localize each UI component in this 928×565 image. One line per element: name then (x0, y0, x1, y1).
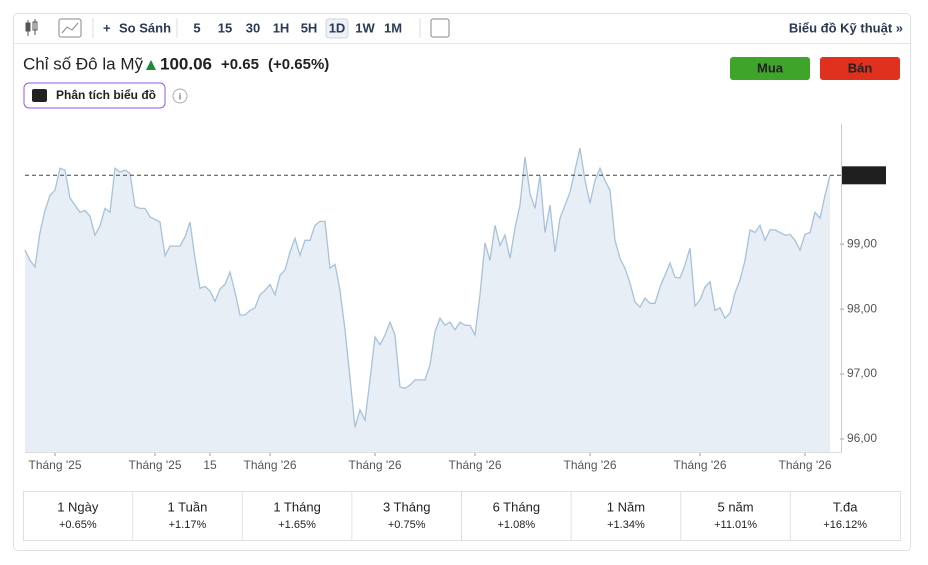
up-arrow (146, 60, 156, 70)
area-icon[interactable] (58, 18, 82, 38)
interval-button[interactable]: 5 (193, 20, 200, 35)
performance-change: +1.08% (498, 519, 536, 531)
x-tick-label: Tháng '26 (779, 458, 832, 472)
x-tick-label: Tháng '25 (29, 458, 82, 472)
instrument-title: Chỉ số Đô la Mỹ (23, 54, 143, 73)
price-change-percent: (+0.65%) (268, 56, 329, 73)
interval-button[interactable]: 1M (384, 20, 402, 35)
y-tick-label: 98,00 (847, 301, 877, 315)
buy-button[interactable] (730, 57, 810, 80)
price: 100.06 (160, 54, 212, 73)
compare-button[interactable]: So Sánh (119, 20, 171, 35)
performance-period[interactable]: T.đa (833, 499, 858, 514)
performance-period[interactable]: 6 Tháng (493, 499, 540, 514)
performance-change: +1.65% (278, 519, 316, 531)
x-tick-label: Tháng '26 (449, 458, 502, 472)
ai-badge (32, 89, 47, 102)
info-icon[interactable] (172, 88, 188, 104)
performance-change: +16.12% (823, 519, 867, 531)
interval-button[interactable]: 15 (218, 20, 232, 35)
price-change: +0.65 (221, 56, 259, 73)
x-tick-label: Tháng '26 (564, 458, 617, 472)
ai-button[interactable] (23, 82, 166, 109)
performance-period[interactable]: 1 Năm (607, 499, 645, 514)
y-tick-label: 97,00 (847, 366, 877, 380)
interval-button[interactable]: 30 (246, 20, 260, 35)
ai-button-label[interactable]: Phân tích biểu đồ (56, 88, 156, 102)
sell-button[interactable] (820, 57, 900, 80)
performance-change: +0.65% (59, 519, 97, 531)
interval-button[interactable]: 1D (329, 20, 346, 35)
info-icon-i: i (179, 91, 181, 101)
sell-label[interactable]: Bán (848, 60, 873, 75)
y-tick-label: 96,00 (847, 431, 877, 445)
y-tick-label: 99,00 (847, 236, 877, 250)
x-tick-label: 15 (203, 458, 217, 472)
price-line (24, 147, 831, 428)
x-tick-label: Tháng '26 (244, 458, 297, 472)
x-tick-label: Tháng '25 (129, 458, 182, 472)
performance-change: +1.17% (169, 519, 207, 531)
plus-icon: + (103, 20, 111, 35)
performance-period[interactable]: 1 Tháng (273, 499, 320, 514)
candle-icon[interactable] (25, 19, 38, 36)
interval-button[interactable]: 5H (301, 20, 318, 35)
last-price-label: 100,06 (846, 168, 883, 182)
performance-period[interactable]: 1 Tuần (168, 499, 208, 514)
interval-button[interactable]: 1H (273, 20, 290, 35)
last-price-box (842, 166, 886, 185)
layout-icon[interactable] (430, 18, 450, 38)
x-tick-label: Tháng '26 (674, 458, 727, 472)
interval-button[interactable]: 1W (355, 20, 375, 35)
area-icon-line (61, 22, 79, 34)
technical-link[interactable]: Biểu đồ Kỹ thuật » (789, 20, 903, 35)
interval-active (325, 18, 349, 39)
performance-change: +11.01% (714, 519, 757, 531)
ai-badge-text: AI (36, 91, 44, 100)
performance-change: +0.75% (388, 519, 426, 531)
area-fill (25, 148, 830, 452)
x-tick-label: Tháng '26 (349, 458, 402, 472)
performance-period[interactable]: 5 năm (717, 499, 753, 514)
performance-period[interactable]: 1 Ngày (57, 499, 99, 514)
performance-change: +1.34% (607, 519, 645, 531)
buy-label[interactable]: Mua (757, 60, 784, 75)
performance-period[interactable]: 3 Tháng (383, 499, 430, 514)
